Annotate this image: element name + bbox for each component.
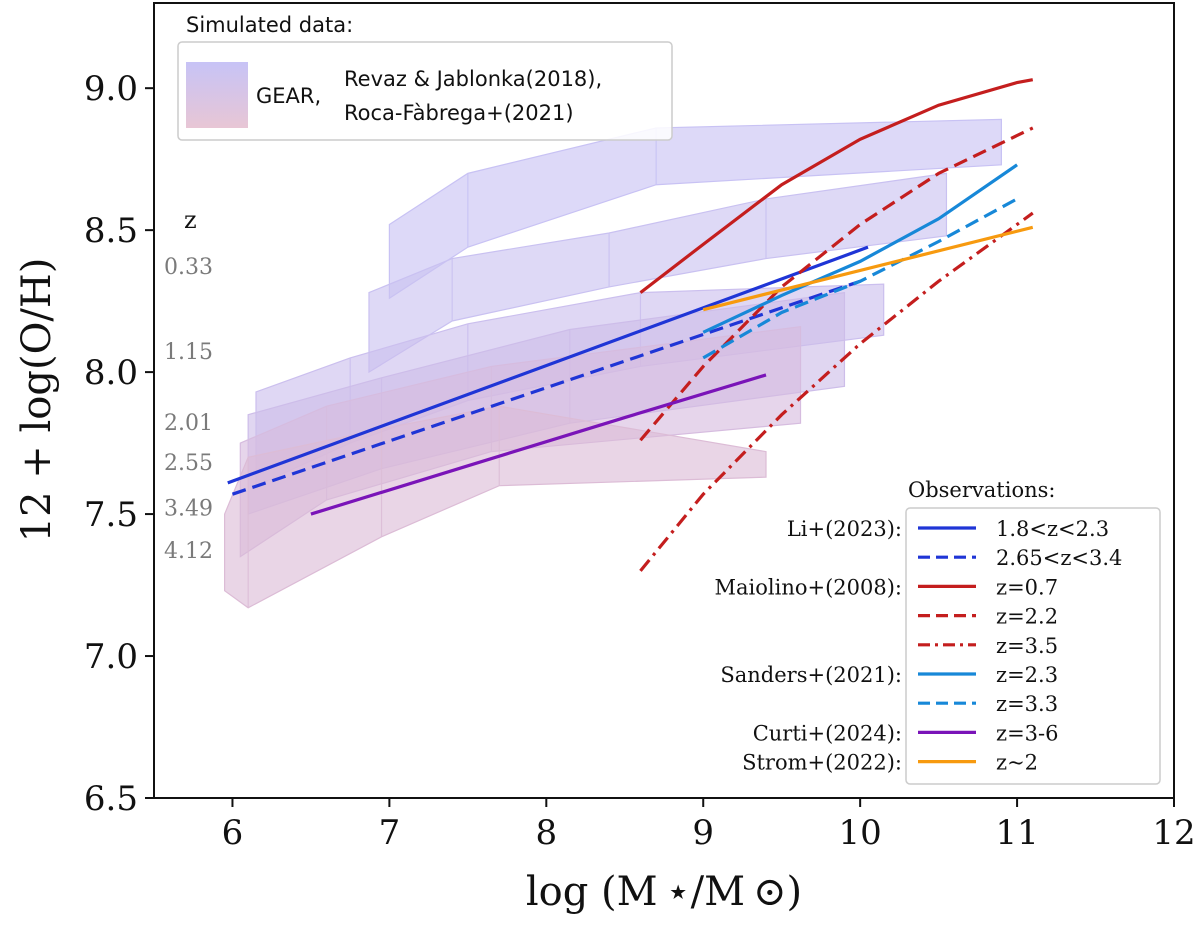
z-label: 2.01 <box>164 411 213 436</box>
series-line-4 <box>639 211 1034 572</box>
y-tick-label: 8.5 <box>84 211 138 251</box>
x-tick-label: 10 <box>839 813 882 853</box>
z-label: 3.49 <box>164 496 213 521</box>
x-tick-label: 7 <box>379 813 401 853</box>
simulated-legend: Simulated data: GEAR, Revaz & Jablonka(2… <box>177 13 673 141</box>
z-label: 1.15 <box>164 340 213 365</box>
x-axis: 6 7 8 9 10 11 12 <box>222 798 1196 853</box>
legend-group-label: Curti+(2024): <box>753 721 902 745</box>
legend-series-label: z=3.5 <box>996 634 1058 658</box>
band-z-4.12 <box>224 405 767 609</box>
legend-group-label: Li+(2023): <box>787 517 902 541</box>
series-line-3 <box>639 126 1034 442</box>
z-label: 0.33 <box>164 255 213 280</box>
simulated-legend-box <box>177 41 673 141</box>
series-line-2 <box>639 78 1034 294</box>
simulated-legend-title: Simulated data: <box>186 13 353 37</box>
legend-series-label: 2.65<z<3.4 <box>996 546 1122 570</box>
legend-series-label: z~2 <box>996 751 1038 775</box>
simulated-bands <box>224 118 1002 609</box>
observations-legend: Observations: 1.8<z<2.3 Li+(2023): 2.65<z<… <box>715 478 1161 785</box>
legend-series-label: z=2.2 <box>996 605 1058 629</box>
x-tick-label: 12 <box>1152 813 1195 853</box>
legend-series-label: z=0.7 <box>996 575 1058 599</box>
x-tick-label: 9 <box>692 813 714 853</box>
y-tick-label: 7.0 <box>84 637 138 677</box>
series-line-1 <box>231 279 861 496</box>
legend-series-label: z=3-6 <box>996 721 1058 745</box>
series-line-6 <box>702 197 1018 360</box>
observation-lines <box>227 78 1034 572</box>
z-label: 4.12 <box>164 539 213 564</box>
y-axis-title: 12 + log(O/H) <box>14 258 60 543</box>
y-tick-label: 6.5 <box>84 779 138 819</box>
z-label: 2.55 <box>164 451 213 476</box>
series-line-7 <box>310 373 767 516</box>
observations-legend-title: Observations: <box>908 478 1055 502</box>
series-line-8 <box>702 225 1034 312</box>
x-tick-label: 8 <box>535 813 557 853</box>
simulated-legend-label-line2: Roca-Fàbrega+(2021) <box>344 101 574 125</box>
legend-group-label: Sanders+(2021): <box>720 663 902 687</box>
observations-legend-box <box>905 507 1161 785</box>
x-axis-title: log (M ⋆/M ⊙) <box>526 869 802 915</box>
legend-series-label: z=2.3 <box>996 663 1058 687</box>
legend-series-label: 1.8<z<2.3 <box>996 517 1109 541</box>
y-tick-label: 8.0 <box>84 353 138 393</box>
y-axis: 6.5 7.0 7.5 8.0 8.5 9.0 <box>84 69 154 819</box>
z-header: z <box>184 206 197 234</box>
series-line-0 <box>227 245 869 485</box>
legend-group-label: Strom+(2022): <box>742 751 902 775</box>
series-line-5 <box>702 163 1018 334</box>
y-tick-label: 9.0 <box>84 69 138 109</box>
redshift-labels: z 0.33 1.15 2.01 2.55 3.49 4.12 <box>164 206 213 564</box>
legend-group-label: Maiolino+(2008): <box>715 575 902 599</box>
y-tick-label: 7.5 <box>84 495 138 535</box>
simulated-legend-label-line1: Revaz & Jablonka(2018), <box>344 67 602 91</box>
legend-series-label: z=3.3 <box>996 692 1058 716</box>
simulated-legend-label-main: GEAR, <box>256 84 321 108</box>
simulated-legend-swatch <box>186 62 248 128</box>
x-tick-label: 11 <box>995 813 1038 853</box>
plot-frame <box>153 2 1175 799</box>
x-tick-label: 6 <box>222 813 244 853</box>
